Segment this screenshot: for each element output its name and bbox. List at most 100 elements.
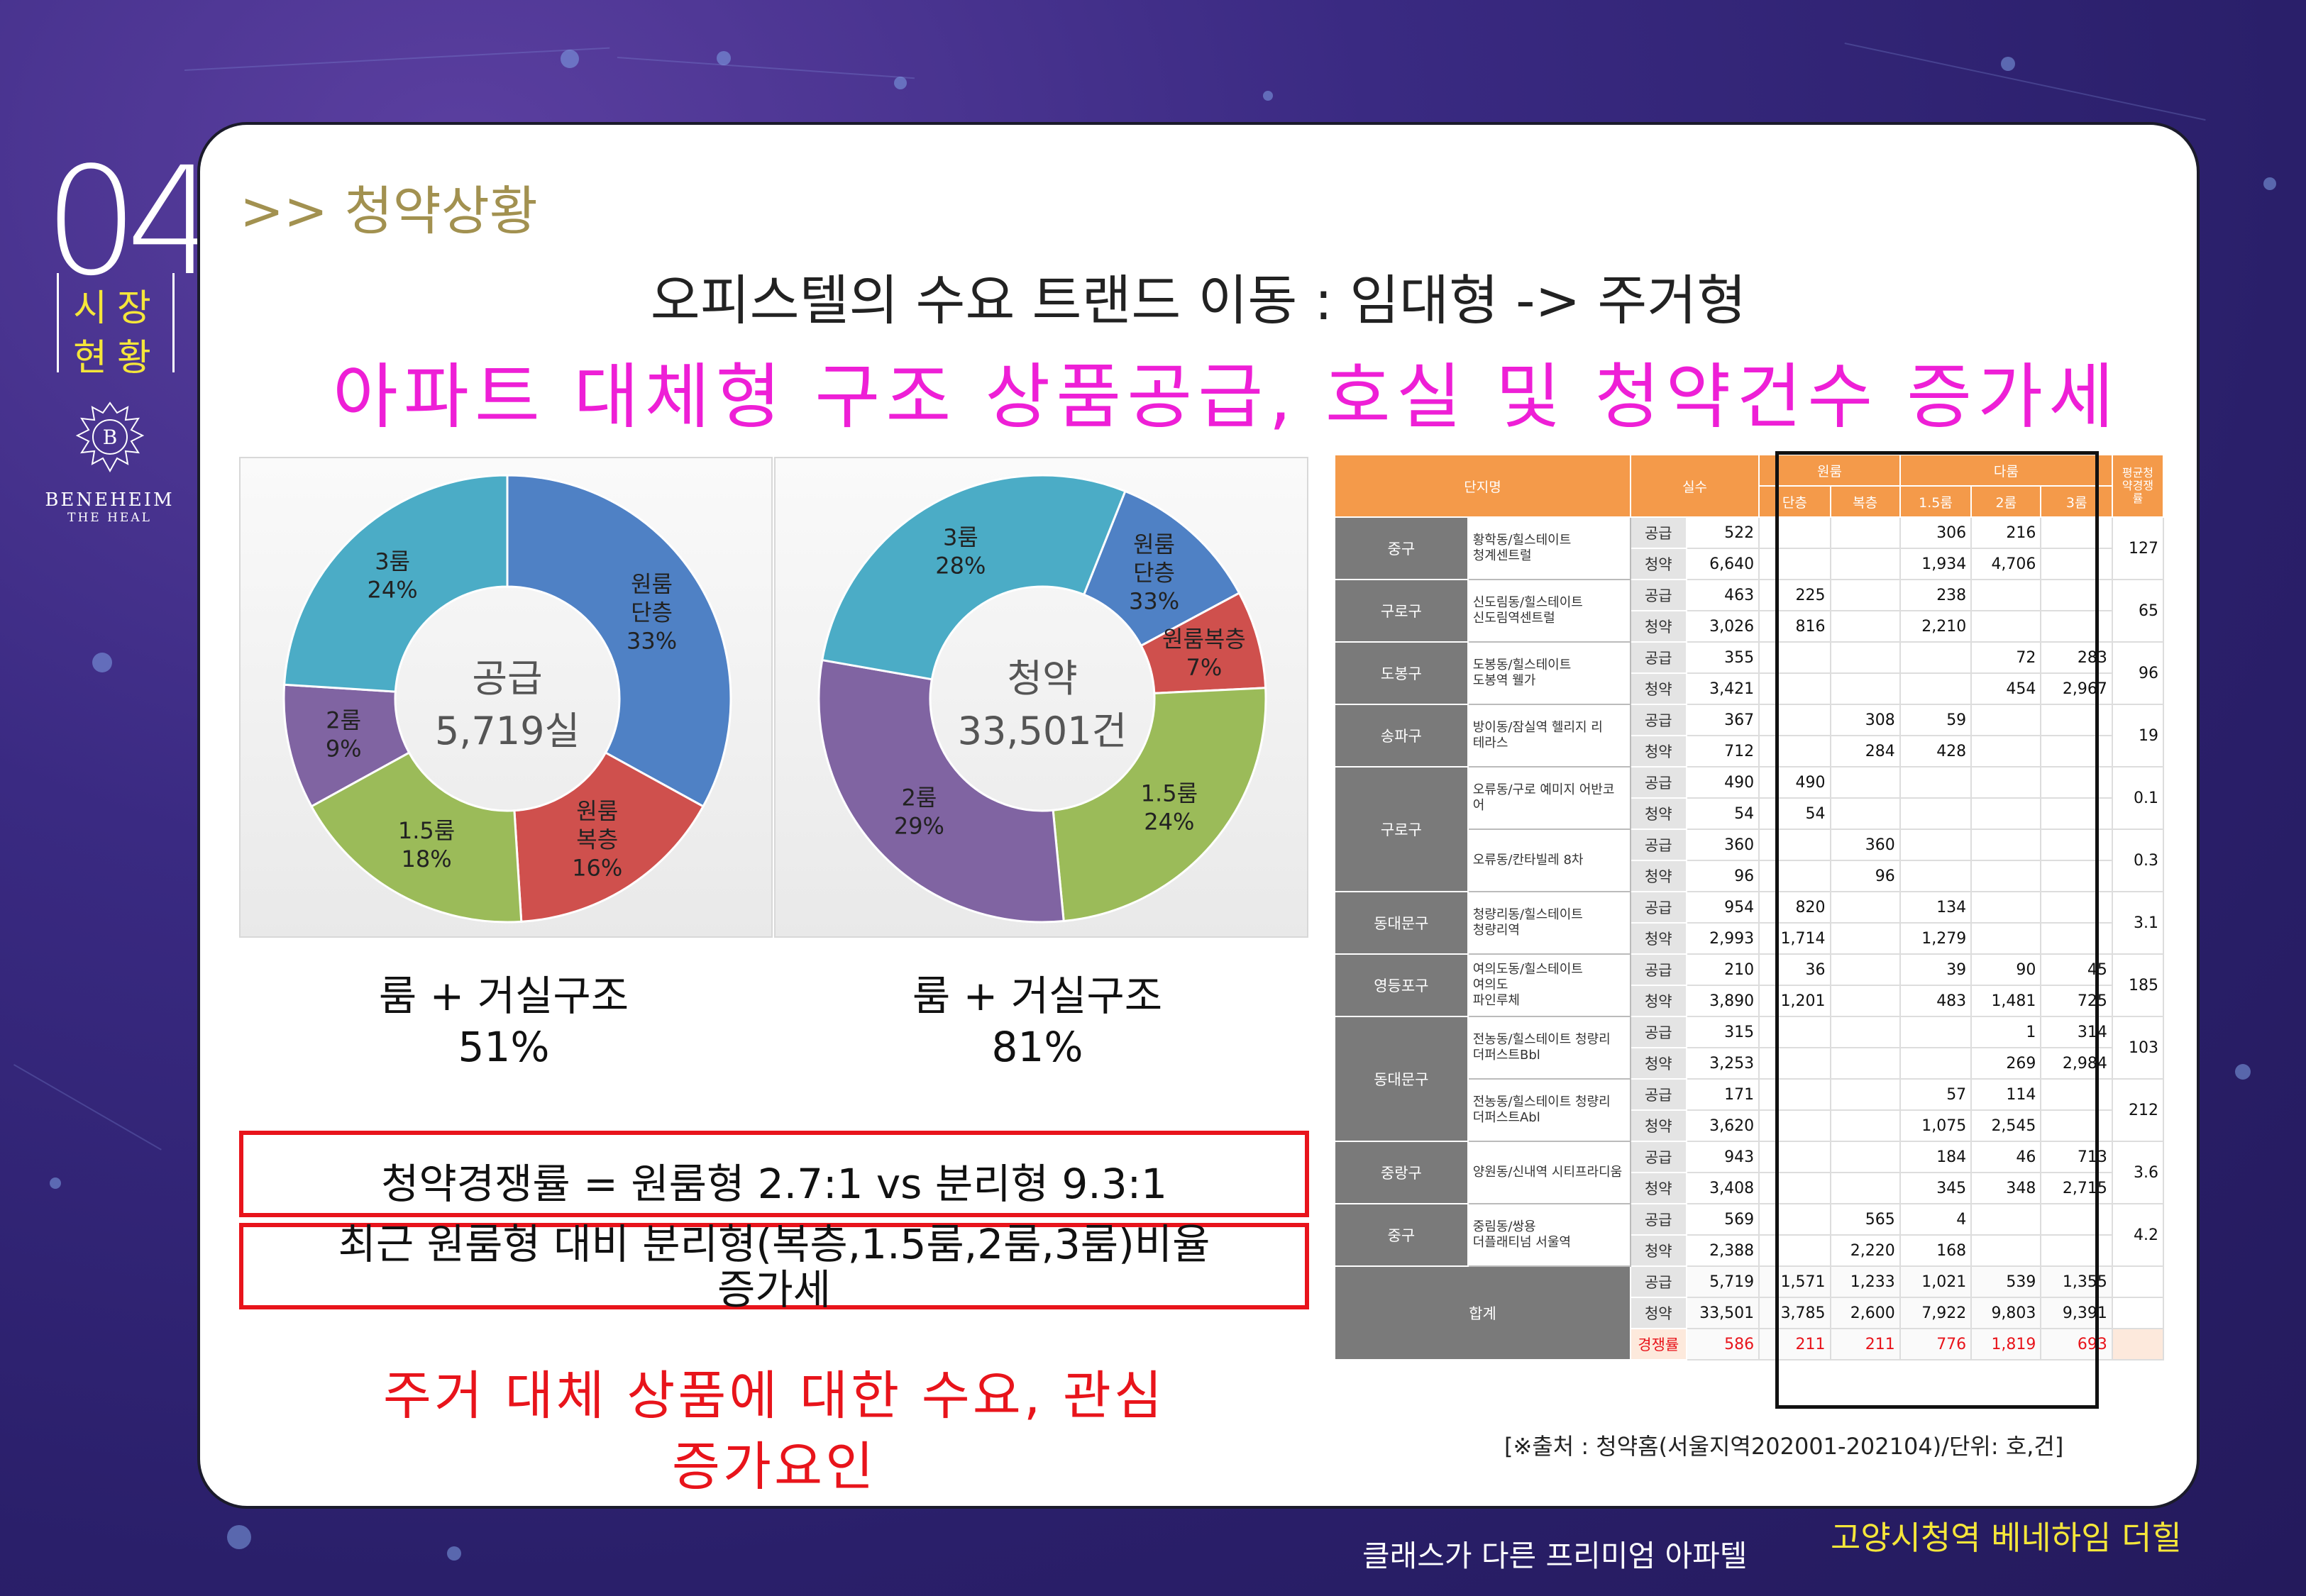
section-name-line2: 현황 <box>73 337 161 379</box>
donut-slice <box>1052 687 1267 923</box>
total-value-cell: 3,785 <box>1758 1297 1831 1329</box>
value-cell: 225 <box>1758 579 1831 611</box>
district-cell: 영등포구 <box>1334 953 1469 1017</box>
table-row: 송파구 방이동/잠실역 헬리지 리 테라스 공급 367 308 59 19 <box>1334 704 2165 767</box>
table-row: 청약 54 54 <box>1335 797 2163 830</box>
value-cell: 171 <box>1685 1078 1760 1111</box>
footer-project: 고양시청역 베네하임 더힐 <box>1831 1519 2182 1557</box>
value-cell: 184 <box>1899 1141 1973 1173</box>
value-cell: 483 <box>1899 985 1973 1017</box>
value-cell: 314 <box>2040 1016 2113 1048</box>
table-row: 청약 2,388 2,220 168 <box>1335 1234 2163 1267</box>
kind-cell: 공급 <box>1629 1141 1687 1173</box>
competition-box: 청약경쟁률 = 원룸형 2.7:1 vs 분리형 9.3:1 <box>239 1131 1309 1217</box>
avg-competition-cell: 3.1 <box>2111 891 2165 955</box>
complex-name-cell: 오류동/칸타빌레 8차 <box>1467 829 1631 892</box>
complex-name-cell: 전농동/힐스테이트 청량리 더퍼스트Bbl <box>1467 1016 1631 1080</box>
value-cell: 59 <box>1899 704 1973 736</box>
logo-sub: THE HEAL <box>67 511 152 525</box>
value-cell <box>1970 704 2042 736</box>
kind-cell: 공급 <box>1629 766 1687 799</box>
total-value-cell: 7,922 <box>1899 1297 1973 1329</box>
value-cell <box>1899 641 1973 674</box>
value-cell <box>1829 1141 1901 1173</box>
total-row: 경쟁률 586 211 211 776 1,819 693 <box>1335 1328 2165 1361</box>
value-cell <box>1758 1172 1831 1204</box>
value-cell: 454 <box>1970 672 2042 705</box>
slice-label: 2룸 9% <box>326 707 362 763</box>
header-sub: 단층 <box>1758 485 1831 518</box>
value-cell: 96 <box>1829 860 1901 892</box>
value-cell <box>1899 860 1973 892</box>
district-cell: 동대문구 <box>1334 1016 1469 1142</box>
value-cell <box>2040 766 2113 799</box>
value-cell <box>1758 1078 1831 1111</box>
value-cell: 168 <box>1899 1234 1973 1267</box>
value-cell: 565 <box>1829 1203 1901 1236</box>
slice-label: 원룸복층 7% <box>1162 626 1246 681</box>
kind-cell: 청약 <box>1629 985 1687 1017</box>
table-row: 청약 2,993 1,714 1,279 <box>1335 922 2163 955</box>
kind-cell: 공급 <box>1629 641 1687 674</box>
value-cell: 1 <box>1970 1016 2042 1048</box>
value-cell: 713 <box>2040 1141 2113 1173</box>
value-cell <box>1758 829 1831 861</box>
value-cell: 4 <box>1899 1203 1973 1236</box>
table-row: 영등포구 여의도동/힐스테이트 여의도 파인루체 공급 210 36 39 90 45 185 <box>1334 953 2165 1017</box>
total-label: 합계 <box>1334 1265 1631 1361</box>
value-cell: 2,545 <box>1970 1109 2042 1142</box>
table-row: 청약 3,253 269 2,984 <box>1335 1047 2163 1080</box>
value-cell <box>1970 829 2042 861</box>
table-row: 구로구 오류동/구로 예미지 어반코어 공급 490 490 0.1 <box>1334 766 2165 892</box>
value-cell: 1,279 <box>1899 922 1973 955</box>
value-cell: 2,984 <box>2040 1047 2113 1080</box>
value-cell: 820 <box>1758 891 1831 924</box>
value-cell: 283 <box>2040 641 2113 674</box>
value-cell: 1,075 <box>1899 1109 1973 1142</box>
donut-slice <box>283 474 509 693</box>
total-row: 청약 33,501 3,785 2,600 7,922 9,803 9,391 <box>1335 1297 2165 1329</box>
value-cell <box>1758 860 1831 892</box>
total-value-cell: 586 <box>1685 1328 1760 1361</box>
total-value-cell: 693 <box>2040 1328 2113 1361</box>
value-cell <box>1970 579 2042 611</box>
value-cell: 1,201 <box>1758 985 1831 1017</box>
value-cell <box>1970 797 2042 830</box>
value-cell: 490 <box>1685 766 1760 799</box>
district-cell: 도봉구 <box>1334 641 1469 705</box>
value-cell <box>2040 860 2113 892</box>
table-row: 전농동/힐스테이트 청량리 더퍼스트Abl 공급 171 57 114 212 <box>1335 1078 2165 1142</box>
header-sub: 1.5룸 <box>1899 485 1973 518</box>
value-cell <box>1970 891 2042 924</box>
avg-competition-cell: 127 <box>2111 516 2165 580</box>
value-cell: 269 <box>1970 1047 2042 1080</box>
supply-donut-chart: 원룸 단층 33% 원룸 복층 16% 1.5룸 18% 2룸 9% 3룸 24% 공급 5,719실 <box>239 457 773 938</box>
value-cell <box>1758 735 1831 767</box>
value-cell <box>2040 516 2113 549</box>
slice-label: 2룸 29% <box>894 785 944 840</box>
kind-cell: 청약 <box>1629 610 1687 643</box>
center-value: 33,501건 <box>958 709 1127 753</box>
avg-competition-cell: 0.1 <box>2111 766 2165 830</box>
donut-slice <box>821 474 1127 681</box>
value-cell <box>1899 829 1973 861</box>
kind-cell: 청약 <box>1629 860 1687 892</box>
kind-cell: 청약 <box>1629 548 1687 580</box>
total-kind-cell: 청약 <box>1629 1297 1687 1329</box>
complex-name-cell: 중림동/쌍용 더플래티넘 서울역 <box>1467 1203 1631 1267</box>
value-cell: 134 <box>1899 891 1973 924</box>
slice-label: 3룸 28% <box>935 523 986 579</box>
complex-name-cell: 신도림동/힐스테이트 신도림역센트럴 <box>1467 579 1631 643</box>
kind-cell: 청약 <box>1629 1047 1687 1080</box>
avg-competition-cell: 3.6 <box>2111 1141 2165 1204</box>
apply-ratio-value: 81% <box>991 1023 1083 1071</box>
header-oneroom: 원룸 <box>1758 454 1901 487</box>
value-cell: 45 <box>2040 953 2113 986</box>
crest-icon: B <box>75 401 144 473</box>
kind-cell: 공급 <box>1629 953 1687 986</box>
value-cell: 306 <box>1899 516 1973 549</box>
table-row: 구로구 신도림동/힐스테이트 신도림역센트럴 공급 463 225 238 65 <box>1334 579 2165 643</box>
value-cell: 712 <box>1685 735 1760 767</box>
total-kind-cell: 경쟁률 <box>1629 1328 1687 1361</box>
value-cell: 4,706 <box>1970 548 2042 580</box>
